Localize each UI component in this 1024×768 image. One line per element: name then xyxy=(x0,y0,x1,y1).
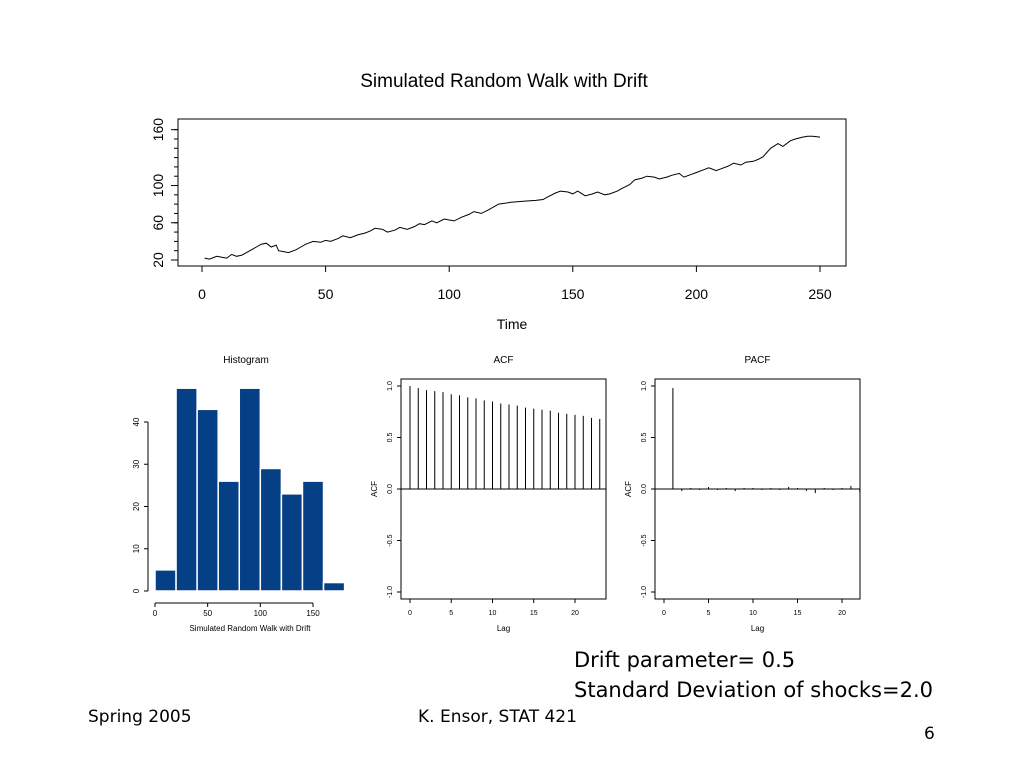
acf-title: ACF xyxy=(494,355,514,366)
y-tick-label: -1.0 xyxy=(641,586,648,598)
x-tick-label: 200 xyxy=(685,286,709,302)
histogram-bar xyxy=(217,480,241,592)
x-axis-label: Lag xyxy=(751,624,764,633)
histogram-title: Histogram xyxy=(223,355,269,366)
x-tick-label: 0 xyxy=(662,610,666,617)
y-tick-label: 20 xyxy=(150,252,166,268)
y-tick-label: 0.0 xyxy=(641,484,648,494)
y-tick-label: 160 xyxy=(150,118,166,142)
x-tick-label: 0 xyxy=(198,286,206,302)
y-tick-label: 0.5 xyxy=(387,433,394,443)
x-tick-label: 5 xyxy=(707,610,711,617)
x-tick-label: 150 xyxy=(561,286,585,302)
y-axis-label: ACF xyxy=(370,481,379,497)
x-tick-label: 100 xyxy=(438,286,462,302)
histogram-bar xyxy=(280,493,304,592)
footer-term: Spring 2005 xyxy=(88,707,192,727)
y-tick-label: 0.5 xyxy=(641,433,648,443)
y-axis-label: ACF xyxy=(624,481,633,497)
chart-title: Simulated Random Walk with Drift xyxy=(360,71,648,92)
x-tick-label: 15 xyxy=(530,610,538,617)
y-tick-label: -0.5 xyxy=(641,534,648,546)
x-tick-label: 50 xyxy=(203,609,212,618)
histogram-bar xyxy=(196,408,219,592)
x-axis-label: Simulated Random Walk with Drift xyxy=(189,624,311,633)
x-tick-label: 10 xyxy=(749,610,757,617)
x-tick-label: 20 xyxy=(571,610,579,617)
page-number: 6 xyxy=(924,724,935,744)
y-tick-label: 60 xyxy=(150,215,166,231)
y-tick-label: 10 xyxy=(132,544,141,553)
y-tick-label: 100 xyxy=(150,174,166,198)
x-tick-label: 5 xyxy=(449,610,453,617)
x-axis-label: Time xyxy=(497,316,528,332)
x-tick-label: 0 xyxy=(153,609,158,618)
x-axis-label: Lag xyxy=(497,624,510,633)
y-tick-label: 0.0 xyxy=(387,484,394,494)
y-tick-label: 40 xyxy=(132,417,141,426)
footer-author: K. Ensor, STAT 421 xyxy=(418,707,577,727)
x-tick-label: 0 xyxy=(408,610,412,617)
histogram-chart: Histogram 0 10 20 30 40 0 50 100 150 Simulated Ran… xyxy=(132,355,346,633)
y-tick-label: -0.5 xyxy=(387,534,394,546)
x-tick-label: 150 xyxy=(306,609,320,618)
x-tick-label: 10 xyxy=(489,610,497,617)
histogram-bar xyxy=(175,387,198,592)
x-tick-label: 50 xyxy=(318,286,334,302)
y-tick-label: 0 xyxy=(132,588,141,593)
x-tick-label: 250 xyxy=(808,286,832,302)
x-tick-label: 15 xyxy=(794,610,802,617)
y-tick-label: 1.0 xyxy=(641,381,648,391)
y-tick-label: -1.0 xyxy=(387,586,394,598)
histogram-bar xyxy=(301,480,325,592)
random-walk-line xyxy=(204,135,821,260)
shock-sd-note: Standard Deviation of shocks=2.0 xyxy=(574,678,933,702)
y-tick-label: 20 xyxy=(132,502,141,511)
histogram-bar xyxy=(154,569,177,592)
plot-frame xyxy=(177,118,847,267)
histogram-bar xyxy=(322,581,346,592)
histogram-bar xyxy=(259,467,283,592)
acf-chart: ACF -1.0 -0.5 0.0 0.5 1.0 ACF 0 5 10 15 20 Lag xyxy=(370,355,607,633)
pacf-title: PACF xyxy=(745,355,771,366)
random-walk-chart: Simulated Random Walk with Drift 0 50 100 15… xyxy=(150,71,847,332)
histogram-bar xyxy=(238,387,262,592)
drift-parameter-note: Drift parameter= 0.5 xyxy=(574,648,796,672)
pacf-chart: PACF -1.0 -0.5 0.0 0.5 1.0 ACF 0 5 10 15 20 Lag xyxy=(624,355,861,633)
y-tick-label: 30 xyxy=(132,459,141,468)
y-tick-label: 1.0 xyxy=(387,381,394,391)
x-tick-label: 100 xyxy=(254,609,268,618)
x-tick-label: 20 xyxy=(838,610,846,617)
